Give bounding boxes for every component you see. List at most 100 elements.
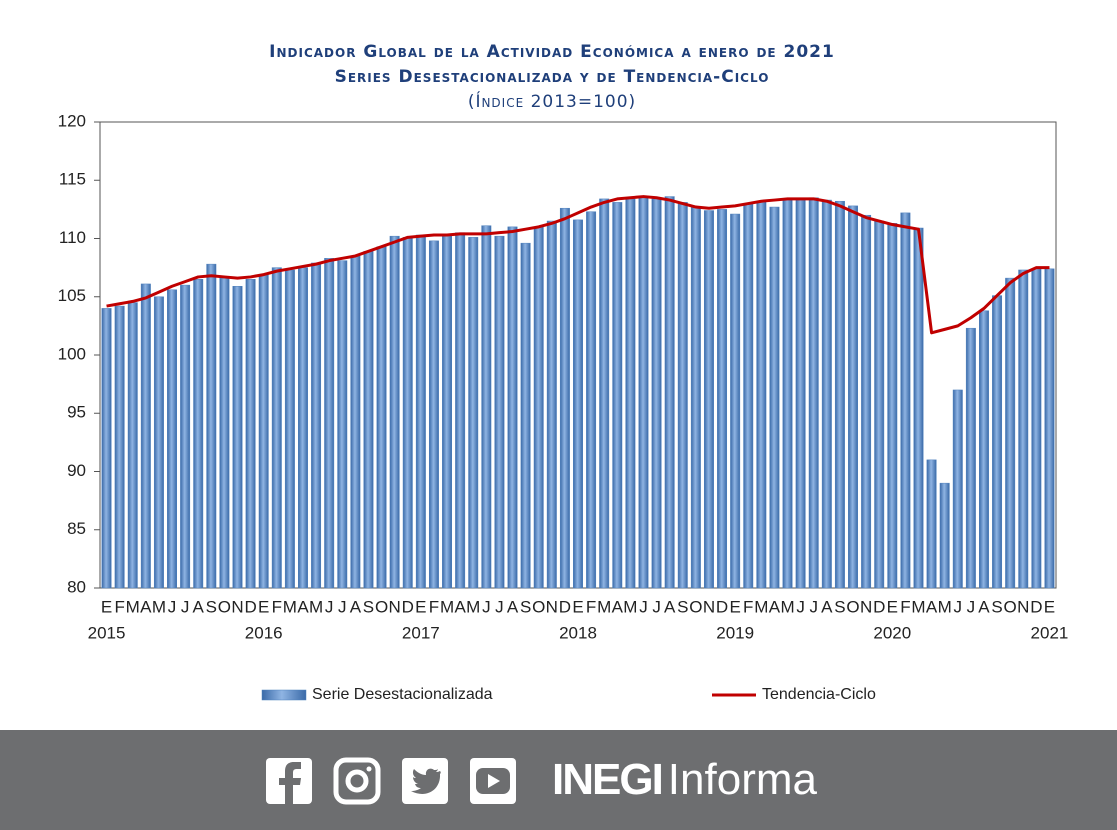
bar bbox=[324, 258, 335, 589]
x-tick-label: S bbox=[677, 597, 688, 616]
chart: Indicador Global de la Actividad Económi… bbox=[58, 42, 1069, 703]
x-tick-label: O bbox=[375, 597, 388, 616]
x-tick-label: N bbox=[231, 597, 243, 616]
x-tick-label: J bbox=[639, 597, 648, 616]
x-tick-label: O bbox=[532, 597, 545, 616]
x-tick-label: S bbox=[520, 597, 531, 616]
x-tick-label: M bbox=[466, 597, 480, 616]
bar bbox=[782, 198, 793, 589]
x-tick-label: O bbox=[1004, 597, 1017, 616]
bar bbox=[612, 202, 623, 589]
legend-label: Tendencia-Ciclo bbox=[762, 686, 876, 703]
x-tick-label: J bbox=[967, 597, 976, 616]
x-tick-label: M bbox=[597, 597, 611, 616]
bar bbox=[219, 277, 230, 589]
instagram-icon[interactable] bbox=[333, 757, 381, 805]
x-tick-label: J bbox=[168, 597, 177, 616]
bar bbox=[939, 482, 950, 589]
x-tick-label: J bbox=[796, 597, 805, 616]
x-tick-label: M bbox=[440, 597, 454, 616]
x-tick-label: S bbox=[206, 597, 217, 616]
x-tick-label: A bbox=[297, 597, 309, 616]
x-tick-label: F bbox=[743, 597, 753, 616]
x-tick-label: D bbox=[402, 597, 414, 616]
x-group-label: 2020 bbox=[873, 623, 911, 642]
bar bbox=[834, 200, 845, 589]
bar bbox=[507, 226, 518, 589]
bar bbox=[455, 232, 466, 589]
bar bbox=[428, 240, 439, 589]
bar bbox=[965, 327, 976, 589]
bar bbox=[808, 197, 819, 589]
x-tick-label: J bbox=[809, 597, 818, 616]
bar bbox=[140, 283, 151, 589]
x-tick-label: S bbox=[834, 597, 845, 616]
bar bbox=[206, 263, 217, 589]
x-tick-label: O bbox=[846, 597, 859, 616]
x-tick-label: O bbox=[689, 597, 702, 616]
bar bbox=[520, 242, 531, 589]
x-tick-label: E bbox=[101, 597, 112, 616]
x-tick-label: A bbox=[507, 597, 519, 616]
bar bbox=[415, 234, 426, 589]
bar bbox=[258, 274, 269, 589]
x-tick-label: A bbox=[821, 597, 833, 616]
y-tick-label: 105 bbox=[58, 286, 86, 305]
bar bbox=[874, 220, 885, 589]
chart-title: Indicador Global de la Actividad Económi… bbox=[269, 42, 835, 62]
x-tick-label: F bbox=[429, 597, 439, 616]
bar bbox=[389, 235, 400, 589]
bar bbox=[887, 223, 898, 589]
y-tick-label: 115 bbox=[59, 170, 86, 189]
bar bbox=[703, 210, 714, 589]
y-tick-label: 90 bbox=[67, 461, 86, 480]
x-tick-label: M bbox=[283, 597, 297, 616]
y-tick-label: 100 bbox=[58, 344, 86, 363]
bar bbox=[1031, 268, 1042, 589]
bar bbox=[402, 237, 413, 589]
x-tick-label: M bbox=[126, 597, 140, 616]
x-tick-label: A bbox=[350, 597, 362, 616]
bar bbox=[232, 286, 243, 589]
x-tick-label: D bbox=[559, 597, 571, 616]
bar bbox=[900, 212, 911, 589]
bar bbox=[638, 197, 649, 589]
bar bbox=[651, 198, 662, 589]
bar bbox=[180, 284, 191, 589]
x-tick-label: J bbox=[482, 597, 491, 616]
bar bbox=[664, 196, 675, 589]
x-tick-label: M bbox=[152, 597, 166, 616]
bar bbox=[586, 211, 597, 589]
x-tick-label: O bbox=[218, 597, 231, 616]
bar bbox=[153, 296, 164, 589]
bar bbox=[1005, 277, 1016, 589]
bar bbox=[730, 213, 741, 589]
x-tick-label: A bbox=[926, 597, 938, 616]
bar bbox=[167, 289, 177, 589]
x-tick-label: J bbox=[325, 597, 334, 616]
bar bbox=[298, 267, 308, 589]
footer-icons bbox=[266, 757, 516, 805]
chart-units: (Índice 2013=100) bbox=[468, 90, 636, 112]
brand-name: INEGI bbox=[552, 755, 664, 804]
x-tick-label: E bbox=[1044, 597, 1055, 616]
x-tick-label: S bbox=[363, 597, 374, 616]
x-tick-label: N bbox=[389, 597, 401, 616]
x-tick-label: N bbox=[1017, 597, 1029, 616]
bar bbox=[743, 203, 754, 589]
bar bbox=[677, 202, 688, 589]
bar bbox=[979, 310, 989, 589]
y-tick-label: 110 bbox=[59, 228, 86, 247]
legend-swatch bbox=[261, 689, 307, 701]
x-tick-label: E bbox=[729, 597, 740, 616]
x-tick-label: M bbox=[938, 597, 952, 616]
brand-block: INEGI Informa bbox=[552, 752, 817, 808]
bar bbox=[546, 220, 557, 589]
bar bbox=[284, 269, 295, 589]
bar bbox=[848, 205, 858, 589]
bar bbox=[559, 207, 570, 589]
x-tick-label: A bbox=[140, 597, 152, 616]
x-tick-label: N bbox=[546, 597, 558, 616]
x-tick-label: M bbox=[623, 597, 637, 616]
